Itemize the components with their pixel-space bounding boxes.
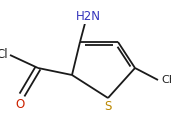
Text: O: O	[15, 98, 25, 111]
Text: CH3: CH3	[161, 75, 171, 85]
Text: H2N: H2N	[76, 10, 101, 23]
Text: S: S	[104, 100, 112, 113]
Text: Cl: Cl	[0, 49, 8, 61]
